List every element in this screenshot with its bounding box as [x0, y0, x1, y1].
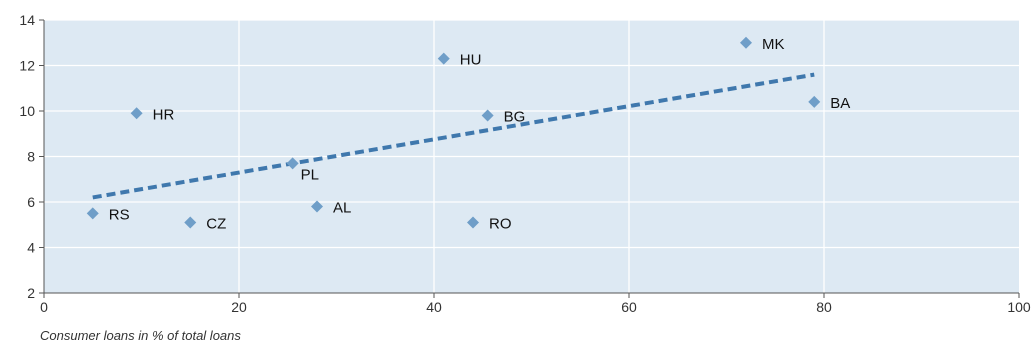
gridlines [44, 19, 1019, 293]
x-tick-label: 20 [231, 299, 247, 315]
point-marker-bg [481, 109, 494, 122]
data-points: RS HR CZ PL AL HU RO BG MK BA [86, 36, 850, 232]
y-tick-label: 8 [27, 149, 35, 165]
point-marker-ro [467, 216, 479, 229]
x-axis-title: Consumer loans in % of total loans [40, 328, 241, 343]
y-tick-label: 10 [19, 103, 35, 119]
point-label-ba: BA [830, 95, 850, 112]
trendline [92, 72, 815, 200]
point-label-al: AL [333, 200, 351, 217]
y-tick-label: 12 [19, 58, 35, 74]
point-marker-hu [437, 52, 450, 65]
trendline-group [92, 72, 815, 200]
point-label-hu: HU [460, 52, 482, 69]
x-tick-label: 0 [40, 299, 48, 315]
point-label-ro: RO [489, 215, 512, 232]
x-tick-label: 40 [426, 299, 442, 315]
x-tick-label: 80 [816, 299, 832, 315]
y-tick-label: 6 [27, 194, 35, 210]
point-marker-rs [86, 207, 99, 220]
point-label-hr: HR [153, 106, 175, 123]
axes: 2 4 6 8 10 12 14 0 20 40 60 80 100 [19, 12, 1030, 315]
point-label-bg: BG [504, 109, 526, 126]
point-marker-pl [286, 157, 299, 170]
y-tick-label: 14 [19, 12, 35, 28]
point-marker-mk [740, 36, 752, 49]
point-label-cz: CZ [206, 215, 226, 232]
point-label-pl: PL [301, 166, 319, 183]
point-label-rs: RS [109, 206, 130, 223]
point-marker-hr [130, 107, 143, 120]
point-marker-ba [808, 95, 821, 108]
point-marker-cz [184, 216, 197, 229]
point-label-mk: MK [762, 36, 785, 53]
y-tick-label: 2 [27, 285, 35, 301]
x-tick-label: 100 [1007, 299, 1031, 315]
point-marker-al [311, 200, 323, 213]
y-tick-label: 4 [27, 240, 35, 256]
x-tick-label: 60 [621, 299, 637, 315]
